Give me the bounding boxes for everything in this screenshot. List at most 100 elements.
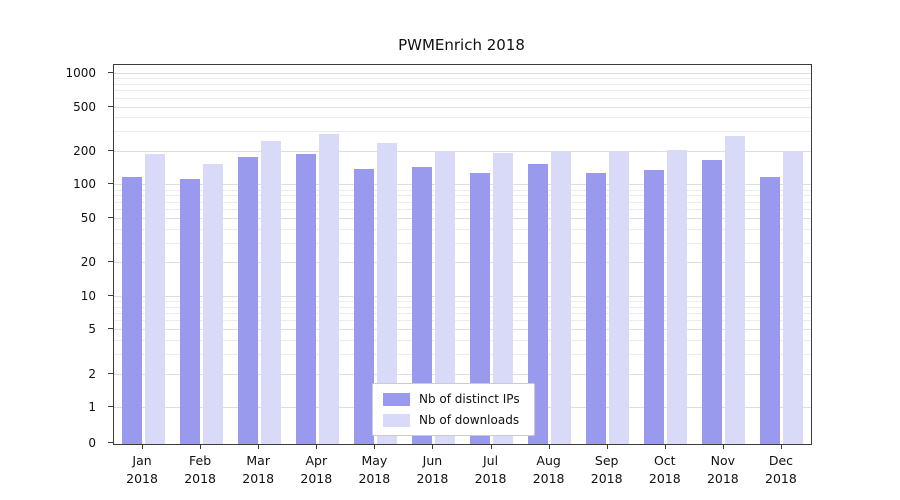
y-tick-mark [108,372,113,374]
x-tick-label: Feb 2018 [184,453,217,487]
x-tick-mark [200,444,202,449]
bar-distinct-ips-jan [121,176,142,444]
legend-item-distinct-ips: Nb of distinct IPs [383,392,520,406]
y-tick-mark [108,72,113,74]
major-gridline [114,217,811,219]
y-tick-mark [108,183,113,185]
minor-gridline [114,340,811,341]
y-tick-mark [108,216,113,218]
legend-label-distinct-ips: Nb of distinct IPs [419,392,520,406]
x-tick-label: Apr 2018 [300,453,333,487]
bar-downloads-apr [318,133,339,444]
bar-downloads-may [376,143,397,444]
x-tick-mark [142,444,144,449]
bar-downloads-nov [725,135,746,444]
x-tick-mark [258,444,260,449]
y-tick-label: 500 [73,99,96,114]
minor-gridline [114,201,811,203]
y-tick-label: 100 [73,177,96,192]
legend-swatch-downloads [383,413,410,427]
y-tick-label: 1000 [65,66,96,81]
bar-downloads-dec [783,152,804,444]
x-tick-mark [490,444,492,449]
x-tick-mark [722,444,724,449]
bar-distinct-ips-oct [644,169,665,444]
minor-gridline [114,97,811,99]
y-tick-label: 50 [80,210,96,225]
minor-gridline [114,312,811,314]
bar-downloads-aug [551,150,572,444]
major-gridline [114,150,811,152]
bar-downloads-oct [667,149,688,444]
y-tick-mark [108,149,113,151]
x-axis: Jan 2018 Feb 2018 Mar 2018 Apr 2018 May 2018… [113,444,810,496]
minor-gridline [114,353,811,355]
bar-distinct-ips-jul [470,172,491,444]
y-tick-mark [108,105,113,107]
bar-downloads-jul [493,153,514,444]
y-tick-label: 1 [88,400,96,414]
x-tick-label: Aug 2018 [532,453,565,487]
bar-distinct-ips-feb [179,178,200,444]
minor-gridline [114,320,811,322]
bar-distinct-ips-sep [586,172,607,444]
y-tick-label: 0 [88,436,96,450]
minor-gridline [114,90,811,92]
x-tick-mark [548,444,550,449]
x-tick-mark [606,444,608,449]
x-tick-label: Nov 2018 [706,453,739,487]
y-tick-label: 2 [88,366,96,381]
x-tick-mark [780,444,782,449]
x-tick-label: May 2018 [358,453,391,487]
legend-item-downloads: Nb of downloads [383,413,520,427]
bar-distinct-ips-aug [528,164,549,444]
bar-distinct-ips-dec [760,176,781,444]
bar-downloads-sep [609,152,630,444]
x-tick-label: Oct 2018 [648,453,681,487]
bar-distinct-ips-mar [237,157,258,444]
bar-distinct-ips-may [353,169,374,444]
x-tick-label: Jul 2018 [474,453,507,487]
y-tick-mark [108,328,113,330]
y-tick-mark [108,261,113,263]
bar-downloads-jun [434,150,455,444]
legend-label-downloads: Nb of downloads [419,413,520,427]
minor-gridline [114,78,811,80]
major-gridline [114,184,811,186]
major-gridline [114,329,811,331]
major-gridline [114,295,811,297]
minor-gridline [114,117,811,119]
y-tick-label: 20 [80,255,96,270]
plot-area: Nb of distinct IPs Nb of downloads [113,64,812,445]
bar-distinct-ips-jun [411,167,432,444]
bar-downloads-mar [260,141,281,444]
bar-distinct-ips-apr [295,154,316,444]
major-gridline [114,106,811,108]
minor-gridline [114,209,811,211]
y-tick-mark [108,442,113,443]
major-gridline [114,262,811,264]
major-gridline [114,73,811,75]
major-gridline [114,373,811,375]
y-axis: 0 1 2 5 10 20 50 100 200 500 1000 [0,64,113,450]
x-tick-label: Jan 2018 [126,453,158,487]
x-tick-mark [316,444,318,449]
y-tick-mark [108,294,113,296]
minor-gridline [114,189,811,191]
bar-downloads-jan [144,154,165,444]
minor-gridline [114,306,811,308]
minor-gridline [114,242,811,244]
legend: Nb of distinct IPs Nb of downloads [372,383,535,436]
x-tick-mark [374,444,376,449]
minor-gridline [114,131,811,133]
x-tick-label: Jun 2018 [416,453,449,487]
bar-downloads-feb [202,164,223,444]
legend-swatch-distinct-ips [383,392,410,406]
x-tick-label: Mar 2018 [242,453,275,487]
y-tick-label: 10 [80,288,96,303]
minor-gridline [114,195,811,197]
bar-distinct-ips-nov [702,159,723,444]
x-tick-mark [432,444,434,449]
x-tick-mark [664,444,666,449]
